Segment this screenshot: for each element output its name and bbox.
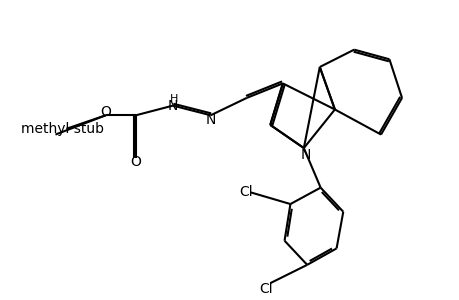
Text: Cl: Cl: [239, 185, 252, 200]
Text: Cl: Cl: [258, 282, 272, 296]
Text: N: N: [205, 113, 215, 127]
Text: methyl stub: methyl stub: [21, 122, 104, 136]
Text: O: O: [100, 105, 111, 119]
Text: O: O: [130, 155, 141, 170]
Text: H: H: [169, 94, 178, 104]
Text: N: N: [168, 99, 178, 112]
Text: N: N: [300, 148, 310, 162]
